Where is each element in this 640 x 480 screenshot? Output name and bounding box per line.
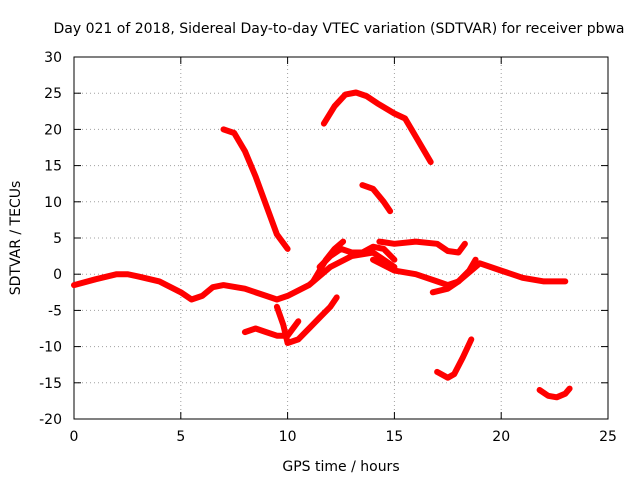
y-axis-label: SDTVAR / TECUs [8,181,24,296]
x-tick-label: 10 [279,429,297,445]
y-tick-label: 5 [53,231,62,247]
y-tick-label: 25 [44,86,62,102]
x-tick-label: 5 [176,429,185,445]
y-tick-label: -5 [48,303,62,319]
grid-lines [74,57,608,419]
x-tick-label: 20 [492,429,510,445]
data-series [71,89,573,401]
series-track-12 [434,336,475,381]
y-tick-label: -20 [39,412,62,428]
series-track-05 [376,238,468,256]
chart-title: Day 021 of 2018, Sidereal Day-to-day VTE… [53,21,624,37]
x-tick-label: 0 [70,429,79,445]
y-tick-label: -10 [39,340,62,356]
y-tick-label: -15 [39,376,62,392]
series-track-13 [536,385,573,401]
series-track-03 [320,89,434,165]
series-track-08 [429,256,479,296]
series-track-09 [310,238,347,285]
x-axis-label: GPS time / hours [282,459,399,475]
y-tick-label: 0 [53,267,62,283]
series-track-10 [241,318,302,339]
series-track-02 [220,126,291,252]
y-tick-label: 15 [44,159,62,175]
y-tick-label: 30 [44,50,62,66]
series-track-04 [359,182,394,215]
series-track-main [71,249,398,303]
series-track-11 [273,294,340,346]
x-tick-label: 15 [385,429,403,445]
y-tick-label: 10 [44,195,62,211]
axis-ticks: 0 5 10 15 20 25 -20 -15 -10 -5 0 5 10 15 20 25 30 [39,50,617,445]
x-tick-label: 25 [599,429,617,445]
y-tick-label: 20 [44,122,62,138]
